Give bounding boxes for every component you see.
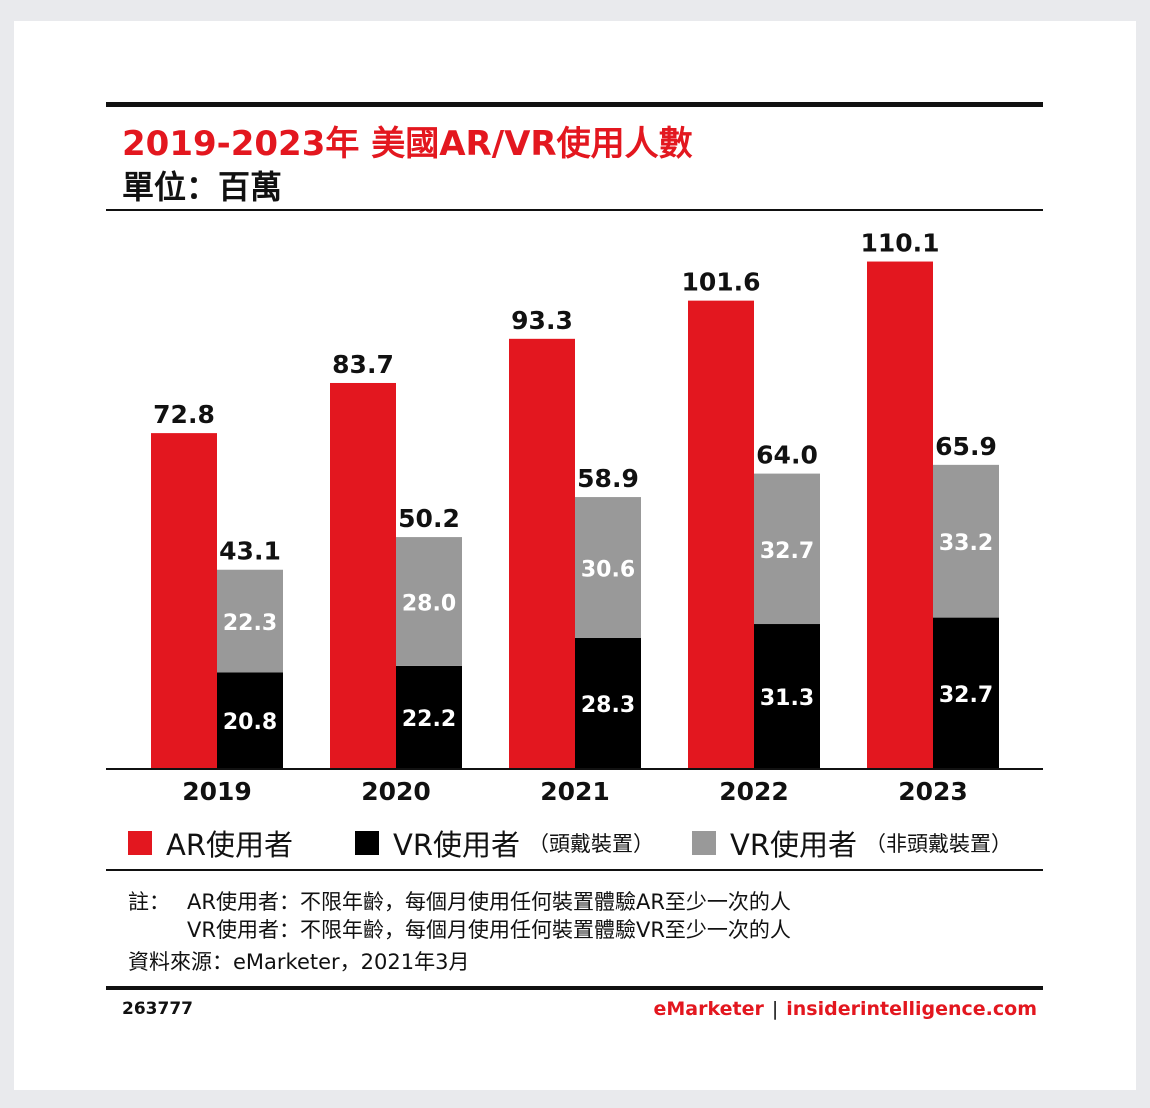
label-ar-2021: 93.3 xyxy=(511,306,573,335)
bar-ar-2019 xyxy=(151,433,217,768)
label-vr-nonheadset-2023: 33.2 xyxy=(939,531,993,556)
chart-subtitle: 單位：百萬 xyxy=(122,168,283,206)
label-ar-2020: 83.7 xyxy=(332,350,394,379)
bar-vr-nonheadset-2023 xyxy=(933,464,999,618)
legend-item-vr-headset: VR使用者 （頭戴裝置） xyxy=(355,823,654,863)
label-vr-headset-2021: 28.3 xyxy=(581,693,635,718)
note-vr-definition: VR使用者：不限年齡，每個月使用任何裝置體驗VR至少一次的人 xyxy=(187,918,791,942)
footer-rule xyxy=(106,986,1043,990)
legend-label-vr-headset: VR使用者 xyxy=(393,828,520,862)
label-vr-headset-2020: 22.2 xyxy=(402,707,456,732)
label-vr-nonheadset-2022: 32.7 xyxy=(760,539,814,564)
bar-vr-headset-2020 xyxy=(396,665,462,768)
label-vr-nonheadset-2021: 30.6 xyxy=(581,557,635,582)
brand-separator: | xyxy=(771,998,779,1020)
bar-vr-headset-2023 xyxy=(933,617,999,768)
legend-top-rule xyxy=(106,869,1043,871)
top-rule xyxy=(106,102,1043,107)
label-vr-total-2023: 65.9 xyxy=(935,432,997,461)
bar-vr-nonheadset-2021 xyxy=(575,497,641,638)
legend-swatch-ar xyxy=(128,831,152,855)
label-vr-headset-2023: 32.7 xyxy=(939,683,993,708)
source-note: 資料來源：eMarketer，2021年3月 xyxy=(128,950,470,974)
label-vr-headset-2019: 20.8 xyxy=(223,710,277,735)
bar-vr-headset-2019 xyxy=(217,672,283,768)
chart-title: 2019-2023年 美國AR/VR使用人數 xyxy=(122,124,693,164)
label-ar-2019: 72.8 xyxy=(153,400,215,429)
x-tick-2021: 2021 xyxy=(540,777,610,806)
bar-chart: 72.8 20.8 22.3 43.1 2019 83.7 22.2 28.0 50.2 2020… xyxy=(106,229,1043,806)
brand-emarketer: eMarketer xyxy=(653,998,764,1020)
legend-item-ar: AR使用者 xyxy=(128,823,293,863)
x-tick-2019: 2019 xyxy=(182,777,252,806)
bar-vr-nonheadset-2022 xyxy=(754,473,820,625)
note-prefix: 註： xyxy=(128,890,170,914)
chart-id: 263777 xyxy=(122,999,193,1019)
brand-site-link[interactable]: insiderintelligence.com xyxy=(786,998,1037,1020)
note-ar-definition: AR使用者：不限年齡，每個月使用任何裝置體驗AR至少一次的人 xyxy=(187,890,791,914)
x-tick-2020: 2020 xyxy=(361,777,431,806)
x-tick-2023: 2023 xyxy=(898,777,968,806)
label-vr-headset-2022: 31.3 xyxy=(760,686,814,711)
header-rule xyxy=(106,209,1043,211)
legend-swatch-vr-nonheadset xyxy=(692,831,716,855)
label-ar-2023: 110.1 xyxy=(860,229,939,258)
label-vr-total-2020: 50.2 xyxy=(398,504,460,533)
bar-vr-nonheadset-2020 xyxy=(396,537,462,666)
bar-vr-headset-2022 xyxy=(754,624,820,768)
bar-vr-headset-2021 xyxy=(575,637,641,768)
legend-sub-vr-headset: （頭戴裝置） xyxy=(528,832,654,856)
legend-item-vr-nonheadset: VR使用者 （非頭戴裝置） xyxy=(692,823,1012,863)
bar-ar-2023 xyxy=(867,261,933,768)
label-ar-2022: 101.6 xyxy=(681,268,760,297)
label-vr-total-2019: 43.1 xyxy=(219,537,281,566)
x-tick-2022: 2022 xyxy=(719,777,789,806)
legend-swatch-vr-headset xyxy=(355,831,379,855)
bar-vr-nonheadset-2019 xyxy=(217,569,283,673)
legend-label-vr-nonheadset: VR使用者 xyxy=(730,828,857,862)
label-vr-nonheadset-2020: 28.0 xyxy=(402,591,456,616)
label-vr-nonheadset-2019: 22.3 xyxy=(223,611,277,636)
footer-brand: eMarketer | insiderintelligence.com xyxy=(653,998,1037,1020)
label-vr-total-2021: 58.9 xyxy=(577,464,639,493)
bar-ar-2022 xyxy=(688,300,754,768)
legend-label-ar: AR使用者 xyxy=(166,828,293,862)
legend-sub-vr-nonheadset: （非頭戴裝置） xyxy=(865,832,1012,856)
label-vr-total-2022: 64.0 xyxy=(756,441,818,470)
bar-ar-2021 xyxy=(509,338,575,768)
bar-ar-2020 xyxy=(330,382,396,768)
